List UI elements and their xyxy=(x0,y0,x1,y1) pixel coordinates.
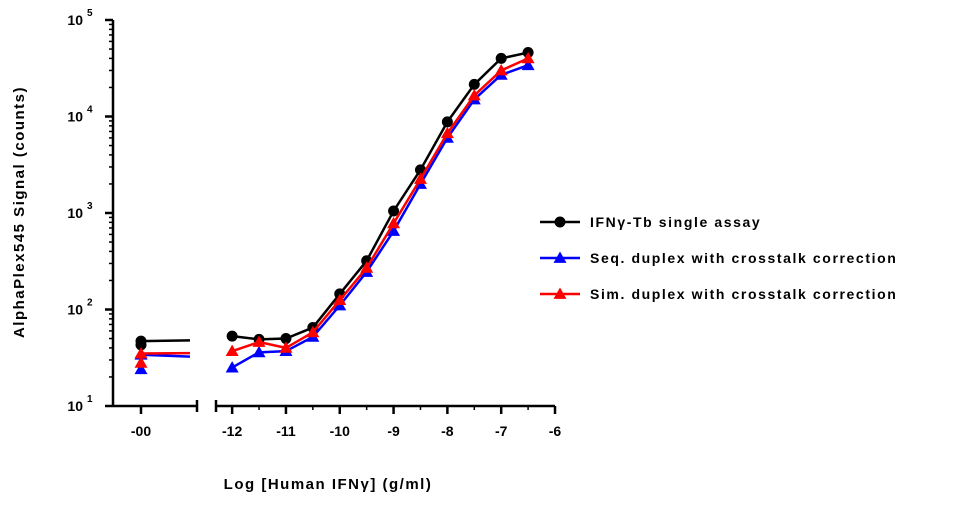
data-point xyxy=(467,89,481,101)
data-point xyxy=(495,52,507,64)
data-point xyxy=(387,216,401,229)
series-line xyxy=(231,57,529,353)
x-tick-label: -6 xyxy=(549,423,562,439)
data-point xyxy=(388,205,400,217)
data-point xyxy=(441,116,453,128)
y-tick-label: 10 xyxy=(67,109,83,125)
legend-marker xyxy=(553,287,567,299)
legend-marker xyxy=(554,216,566,228)
series-line xyxy=(231,51,529,341)
x-tick-label: -11 xyxy=(276,423,296,439)
legend-marker xyxy=(553,251,567,263)
data-point xyxy=(225,361,239,373)
data-point xyxy=(494,63,508,76)
y-tick-exponent: 1 xyxy=(87,394,93,405)
legend-item-3: Sim. duplex with crosstalk correction xyxy=(540,286,897,302)
x-tick-label: -10 xyxy=(330,423,350,439)
series-2 xyxy=(134,58,535,375)
data-point xyxy=(440,126,454,139)
y-tick-label: 10 xyxy=(67,12,83,28)
axes: 10 1 10 2 10 3 10 4 10 5 -00 -12 -11 -10 -9 -8 -7 -6 xyxy=(67,8,561,439)
data-point xyxy=(225,344,239,357)
data-point xyxy=(280,333,292,345)
data-point xyxy=(134,346,148,359)
data-point xyxy=(252,345,266,358)
y-axis-title: AlphaPlex545 Signal (counts) xyxy=(11,86,28,338)
x-axis-title: Log [Human IFNγ] (g/ml) xyxy=(224,476,433,493)
y-tick-label: 10 xyxy=(67,398,83,414)
x-tick-label: -8 xyxy=(441,423,454,439)
series-line xyxy=(231,64,529,369)
data-point xyxy=(134,356,148,368)
x-tick-label: -00 xyxy=(131,423,151,439)
y-tick-exponent: 3 xyxy=(87,201,93,212)
y-tick-label: 10 xyxy=(67,205,83,221)
y-tick-exponent: 2 xyxy=(87,298,93,309)
legend-label: Seq. duplex with crosstalk correction xyxy=(590,250,897,266)
data-point xyxy=(306,325,320,338)
series-layer xyxy=(134,47,535,375)
legend-item-2: Seq. duplex with crosstalk correction xyxy=(540,250,897,266)
legend-label: Sim. duplex with crosstalk correction xyxy=(590,286,897,302)
data-point xyxy=(134,362,148,375)
data-point xyxy=(226,330,238,342)
data-point xyxy=(521,58,535,71)
legend: IFNγ-Tb single assay Seq. duplex with cro… xyxy=(540,214,897,302)
series-zero-line xyxy=(140,353,191,358)
data-point xyxy=(468,78,480,90)
data-point xyxy=(135,339,147,351)
x-tick-label: -12 xyxy=(222,423,242,439)
series-3 xyxy=(134,51,535,368)
data-point xyxy=(333,293,347,306)
data-point xyxy=(521,51,535,64)
x-tick-label: -7 xyxy=(495,423,508,439)
legend-label: IFNγ-Tb single assay xyxy=(590,214,761,230)
y-tick-exponent: 5 xyxy=(87,8,93,19)
data-point xyxy=(360,261,374,273)
y-tick-exponent: 4 xyxy=(87,105,93,116)
data-point xyxy=(413,172,427,184)
legend-item-1: IFNγ-Tb single assay xyxy=(540,214,761,230)
x-tick-label: -9 xyxy=(387,423,400,439)
series-zero-line xyxy=(140,339,191,343)
data-point xyxy=(252,335,266,347)
y-tick-label: 10 xyxy=(67,302,83,318)
data-point xyxy=(279,341,293,353)
data-point xyxy=(387,224,401,236)
